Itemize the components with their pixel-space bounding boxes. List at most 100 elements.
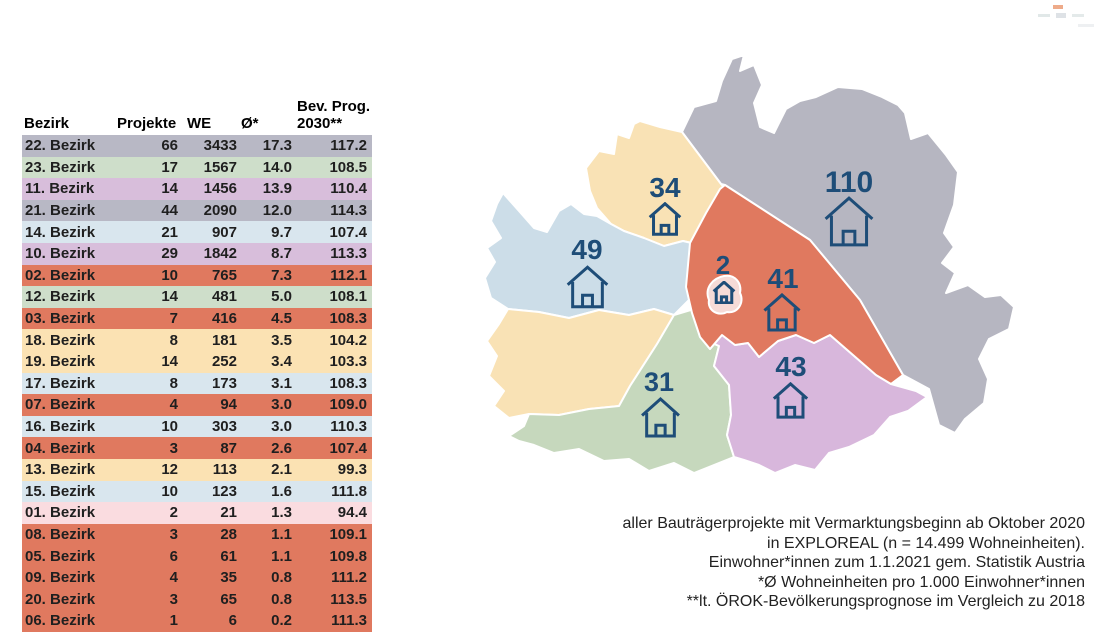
cell-avg: 8.7 xyxy=(271,245,292,263)
projects-value-31: 31 xyxy=(644,367,674,397)
table-row: 12. Bezirk 14 481 5.0 108.1 xyxy=(22,286,372,308)
cell-projekte: 1 xyxy=(169,612,178,630)
cell-bev-prog: 109.0 xyxy=(329,396,367,414)
map-label-district-01: 2 xyxy=(712,250,736,304)
cell-avg: 2.6 xyxy=(271,439,292,457)
table-row: 08. Bezirk 3 28 1.1 109.1 xyxy=(22,523,372,546)
cell-we: 416 xyxy=(211,310,237,328)
cell-projekte: 14 xyxy=(161,180,178,198)
table-body: 22. Bezirk 66 3433 17.3 117.2 23. Bezirk… xyxy=(22,135,372,632)
cell-avg: 3.1 xyxy=(271,374,292,392)
cell-bev-prog: 113.5 xyxy=(330,590,367,608)
header-bev-prog-line2: 2030** xyxy=(297,115,343,132)
table-row: 11. Bezirk 14 1456 13.9 110.4 xyxy=(22,178,372,200)
cell-avg: 0.8 xyxy=(271,590,292,608)
cell-bezirk: 03. Bezirk xyxy=(25,310,96,328)
header-bev-prog: Bev. Prog. 2030** xyxy=(294,98,374,132)
map-label-districts-10-11: 43 xyxy=(772,351,809,419)
map-region-district-01 xyxy=(706,274,743,315)
cell-projekte: 17 xyxy=(161,158,178,176)
footnote-line-2: in EXPLOREAL (n = 14.499 Wohneinheiten). xyxy=(767,534,1085,552)
cell-projekte: 66 xyxy=(161,137,178,155)
cell-avg: 3.4 xyxy=(271,353,292,371)
table-row: 14. Bezirk 21 907 9.7 107.4 xyxy=(22,221,372,243)
watermark-gray-mark xyxy=(1056,13,1066,18)
map-label-districts-21-22: 110 xyxy=(823,166,875,247)
cell-avg: 2.1 xyxy=(271,461,292,479)
cell-bezirk: 14. Bezirk xyxy=(25,223,96,241)
table-row: 20. Bezirk 3 65 0.8 113.5 xyxy=(22,588,372,611)
cell-bev-prog: 117.2 xyxy=(330,137,367,155)
cell-avg: 3.0 xyxy=(271,418,292,436)
cell-projekte: 10 xyxy=(161,418,178,436)
cell-we: 6 xyxy=(228,612,237,630)
cell-bev-prog: 107.4 xyxy=(329,439,367,457)
footnote-line-4: *Ø Wohneinheiten pro 1.000 Einwohner*inn… xyxy=(757,573,1085,591)
cell-we: 481 xyxy=(211,288,237,306)
cell-avg: 13.9 xyxy=(262,180,292,198)
cell-projekte: 8 xyxy=(169,374,178,392)
cell-bezirk: 23. Bezirk xyxy=(25,158,96,176)
map-region-districts-inner-02-09-20 xyxy=(685,184,904,385)
projects-value-34: 34 xyxy=(649,172,681,203)
table-row: 01. Bezirk 2 21 1.3 94.4 xyxy=(22,502,372,524)
table-row: 09. Bezirk 4 35 0.8 111.2 xyxy=(22,566,372,589)
footnote-line-5: **lt. ÖROK-Bevölkerungsprognose im Vergl… xyxy=(686,593,1085,610)
cell-avg: 4.5 xyxy=(271,310,292,328)
cell-projekte: 44 xyxy=(161,202,178,220)
cell-avg: 5.0 xyxy=(271,288,292,306)
cell-bev-prog: 108.5 xyxy=(329,158,367,176)
table-row: 15. Bezirk 10 123 1.6 111.8 xyxy=(22,480,372,503)
cell-bev-prog: 108.1 xyxy=(329,288,367,306)
cell-avg: 0.8 xyxy=(271,569,292,587)
cell-bev-prog: 107.4 xyxy=(329,223,367,241)
cell-avg: 3.5 xyxy=(271,331,292,349)
header-bev-prog-line1: Bev. Prog. xyxy=(297,98,371,115)
cell-projekte: 3 xyxy=(169,590,178,608)
cell-projekte: 29 xyxy=(161,245,178,263)
table-row: 23. Bezirk 17 1567 14.0 108.5 xyxy=(22,156,372,179)
table-row: 21. Bezirk 44 2090 12.0 114.3 xyxy=(22,199,372,222)
footnote-line-3: Einwohner*innen zum 1.1.2021 gem. Statis… xyxy=(708,554,1085,571)
table-row: 03. Bezirk 7 416 4.5 108.3 xyxy=(22,307,372,330)
cell-projekte: 2 xyxy=(169,504,178,522)
cell-avg: 1.6 xyxy=(271,482,292,500)
cell-bezirk: 08. Bezirk xyxy=(25,525,96,543)
cell-we: 21 xyxy=(220,504,237,522)
cell-we: 1567 xyxy=(203,158,237,176)
cell-projekte: 8 xyxy=(169,331,178,349)
table-row: 17. Bezirk 8 173 3.1 108.3 xyxy=(22,372,372,395)
footnote: aller Bauträgerprojekte mit Vermarktungs… xyxy=(525,514,1085,612)
cell-we: 3433 xyxy=(203,137,237,155)
cell-avg: 17.3 xyxy=(262,137,292,155)
cell-we: 65 xyxy=(220,590,237,608)
cell-we: 123 xyxy=(211,482,237,500)
cell-projekte: 10 xyxy=(161,266,178,284)
table-row: 07. Bezirk 4 94 3.0 109.0 xyxy=(22,394,372,416)
cell-bev-prog: 113.3 xyxy=(330,245,367,263)
cell-bezirk: 12. Bezirk xyxy=(25,288,96,306)
cell-we: 181 xyxy=(211,331,237,349)
table-row: 02. Bezirk 10 765 7.3 112.1 xyxy=(22,264,372,287)
cell-bev-prog: 114.3 xyxy=(330,202,367,220)
cell-bezirk: 13. Bezirk xyxy=(25,461,96,479)
table-row: 10. Bezirk 29 1842 8.7 113.3 xyxy=(22,242,372,265)
cell-bev-prog: 110.3 xyxy=(330,418,367,436)
cell-bezirk: 04. Bezirk xyxy=(25,439,96,457)
cell-projekte: 14 xyxy=(161,288,178,306)
cell-bev-prog: 108.3 xyxy=(329,310,367,328)
table-row: 04. Bezirk 3 87 2.6 107.4 xyxy=(22,437,372,459)
watermark-gray-mark xyxy=(1038,14,1050,17)
cell-avg: 7.3 xyxy=(271,266,292,284)
header-bezirk: Bezirk xyxy=(24,115,70,132)
cell-bezirk: 19. Bezirk xyxy=(25,353,96,371)
cell-bezirk: 21. Bezirk xyxy=(25,202,96,220)
cell-bev-prog: 104.2 xyxy=(329,331,367,349)
cell-we: 61 xyxy=(220,547,237,565)
cell-bezirk: 18. Bezirk xyxy=(25,331,96,349)
vienna-district-map: 34 110 49 2 41 43 31 xyxy=(484,54,1015,474)
cell-bezirk: 07. Bezirk xyxy=(25,396,96,414)
table-row: 18. Bezirk 8 181 3.5 104.2 xyxy=(22,329,372,351)
cell-we: 2090 xyxy=(203,202,237,220)
cell-we: 87 xyxy=(220,439,237,457)
